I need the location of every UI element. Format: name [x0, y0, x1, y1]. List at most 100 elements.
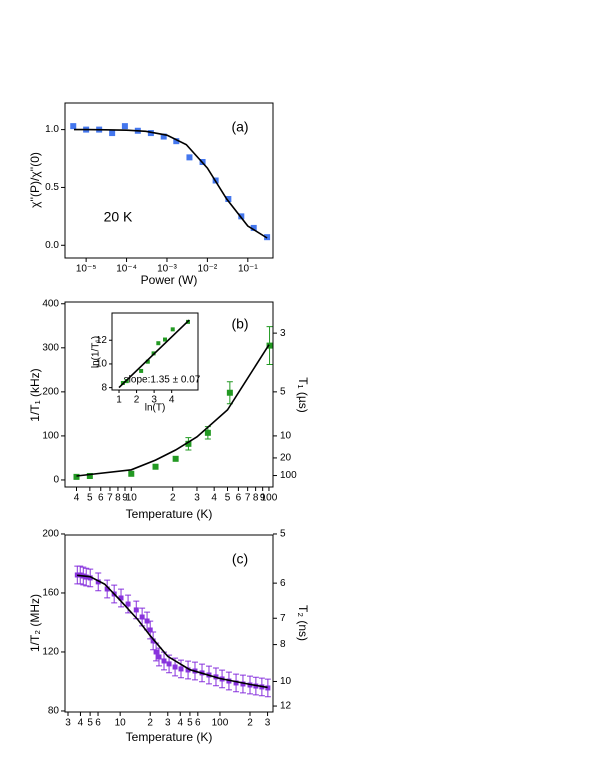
x-tick-label: 10⁻³: [157, 264, 177, 275]
y-tick-label: 1.0: [45, 124, 59, 135]
x-tick-label: 10: [115, 718, 127, 729]
x-axis-label: Power (W): [141, 273, 198, 287]
x-tick-label: 4: [74, 493, 80, 504]
x-tick-label: 5: [87, 493, 93, 504]
data-point: [185, 667, 191, 673]
x-tick-label: 10⁻⁴: [116, 264, 137, 275]
data-point: [144, 618, 150, 624]
data-point: [186, 154, 193, 161]
data-point: [233, 680, 239, 686]
y-tick-label: 0.5: [45, 182, 59, 193]
annotation: slope:1.35 ± 0.07: [124, 375, 201, 386]
x-tick-label: 8: [253, 493, 259, 504]
x-tick-label: 100: [212, 718, 229, 729]
x-tick-label: 10⁻²: [198, 264, 218, 275]
annotation: (b): [231, 316, 248, 332]
y2-axis-label: T₁ (µs): [296, 377, 310, 413]
y2-tick-label: 5: [280, 386, 286, 397]
plot-frame: [64, 102, 274, 259]
data-point: [109, 130, 116, 137]
data-point: [139, 614, 145, 620]
data-point: [265, 685, 271, 691]
y2-tick-label: 20: [280, 453, 292, 464]
x-tick-label: 3: [194, 493, 200, 504]
x-tick-label: 4: [169, 395, 175, 406]
y-tick-label: 200: [42, 529, 59, 540]
data-point: [128, 470, 135, 477]
annotation: (a): [231, 119, 248, 135]
x-tick-label: 3: [151, 395, 157, 406]
x-tick-label: 8: [115, 493, 121, 504]
annotation: 20 K: [104, 209, 133, 225]
y2-tick-label: 12: [280, 701, 292, 712]
data-point: [147, 130, 154, 137]
y-tick-label: 160: [42, 588, 59, 599]
data-point: [170, 327, 175, 332]
y2-tick-label: 7: [280, 613, 286, 624]
data-point: [87, 575, 93, 581]
x-tick-label: 7: [107, 493, 113, 504]
data-point: [150, 638, 156, 644]
y2-tick-label: 10: [280, 431, 292, 442]
fit-line: [118, 319, 190, 389]
x-tick-label: 7: [245, 493, 251, 504]
plot-frame: [64, 534, 274, 713]
x-tick-label: 3: [165, 718, 171, 729]
y-tick-label: 80: [48, 706, 60, 717]
y2-tick-label: 5: [280, 529, 286, 540]
x-tick-label: 2: [134, 395, 140, 406]
x-tick-label: 5: [187, 718, 193, 729]
x-tick-label: 2: [147, 718, 153, 729]
x-tick-label: 2: [170, 493, 176, 504]
y2-axis-label: T₂ (ns): [296, 605, 310, 641]
y-tick-label: 300: [42, 342, 59, 353]
data-point: [156, 341, 161, 346]
fit-line: [77, 574, 268, 689]
y-tick-label: 0: [53, 475, 59, 486]
data-point: [153, 649, 159, 655]
data-point: [118, 595, 124, 601]
x-tick-label: 6: [195, 718, 201, 729]
x-tick-label: 3: [65, 718, 71, 729]
data-point: [266, 342, 273, 349]
x-tick-label: 9: [260, 493, 266, 504]
y-tick-label: 400: [42, 298, 59, 309]
y-axis-label: ln(1/T₁): [91, 336, 102, 368]
data-point: [161, 658, 167, 664]
data-point: [147, 627, 153, 633]
data-point: [226, 389, 233, 396]
data-point: [145, 359, 150, 364]
y-tick-label: 120: [42, 647, 59, 658]
y-tick-label: 10: [96, 359, 108, 370]
data-point: [240, 681, 246, 687]
y-axis-label: 1/T₂ (MHz): [28, 594, 42, 652]
data-point: [139, 368, 144, 373]
data-point: [185, 440, 192, 447]
data-point: [204, 429, 211, 436]
data-point: [73, 473, 80, 480]
data-point: [125, 601, 131, 607]
x-tick-label: 10⁻⁵: [76, 264, 97, 275]
plot-frame: [111, 312, 199, 391]
data-point: [166, 661, 172, 667]
data-point: [160, 133, 167, 140]
x-tick-label: 6: [98, 493, 104, 504]
data-point: [178, 666, 184, 672]
data-point: [152, 463, 159, 470]
x-tick-label: 4: [211, 493, 217, 504]
y-tick-label: 0.0: [45, 240, 59, 251]
data-point: [250, 224, 257, 231]
data-point: [86, 472, 93, 479]
x-tick-label: 5: [87, 718, 93, 729]
y-tick-label: 8: [101, 382, 107, 393]
data-point: [133, 607, 139, 613]
x-tick-label: 5: [225, 493, 231, 504]
y-tick-label: 12: [96, 335, 108, 346]
y-axis-label: χ''(P)/χ''(0): [28, 152, 42, 208]
plot-frame: [64, 301, 274, 488]
data-point: [173, 138, 180, 145]
data-point: [104, 586, 110, 592]
y-tick-label: 200: [42, 386, 59, 397]
x-axis-label: Temperature (K): [126, 507, 213, 521]
